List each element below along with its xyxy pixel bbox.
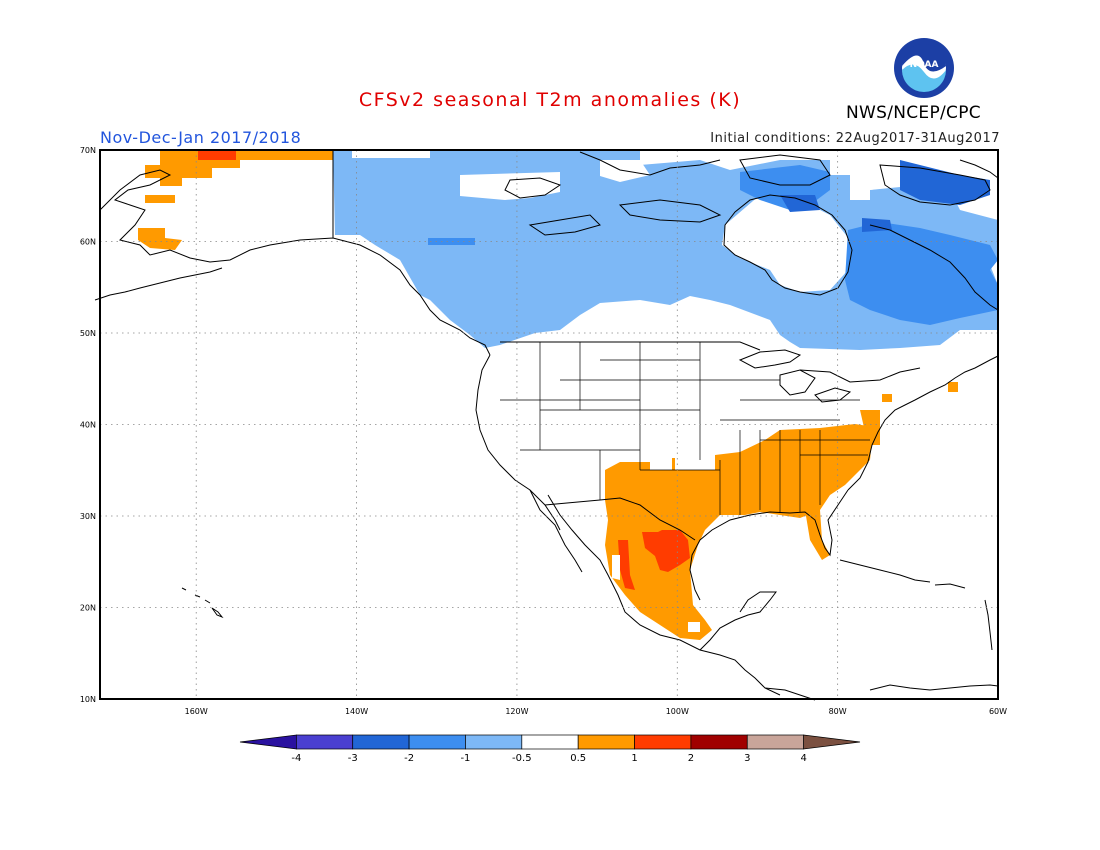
- quebec-cool-patch: [862, 218, 892, 232]
- hispaniola: [934, 583, 966, 589]
- colorbar-swatch: [465, 734, 523, 750]
- colorbar-swatch: [408, 734, 466, 750]
- colorbar: -4 -3 -2 -1 -0.5 0.5 1 2 3 4: [239, 734, 861, 764]
- labrador-coast: [869, 224, 999, 311]
- state-lines: [500, 342, 870, 515]
- colorbar-swatch: [577, 734, 635, 750]
- noaa-logo: NOAA: [894, 38, 954, 98]
- nova-warm: [882, 394, 892, 402]
- alaska-strong-warm: [198, 150, 236, 160]
- texas-strong-warm: [642, 530, 690, 572]
- colorbar-swatch: [296, 734, 354, 750]
- bering-warm: [138, 228, 182, 250]
- anomaly-fills: [138, 150, 998, 640]
- labrador-cool-stronger: [780, 195, 820, 212]
- maine-warm: [948, 382, 958, 392]
- arctic-white-patch: [460, 172, 560, 200]
- greenland-coast: [959, 159, 999, 179]
- us-mexico-border: [544, 497, 696, 541]
- colorbar-swatch: [239, 734, 297, 750]
- colorbar-label: 0.5: [570, 753, 586, 764]
- y-tick-label: 20N: [80, 604, 96, 613]
- agency-label: NWS/NCEP/CPC: [846, 103, 981, 123]
- colorbar-swatch: [690, 734, 748, 750]
- hudson-bay-coast: [723, 194, 853, 296]
- aleutians: [94, 267, 223, 301]
- x-tick-label: 100W: [666, 707, 689, 716]
- colorbar-label: 2: [688, 753, 694, 764]
- greenland-cool-stronger: [900, 160, 990, 205]
- south-us-mexico-warm: [605, 424, 872, 640]
- x-tick-label: 160W: [185, 707, 208, 716]
- colorbar-label: -0.5: [512, 753, 532, 764]
- x-tick-label: 140W: [345, 707, 368, 716]
- y-tick-label: 60N: [80, 238, 96, 247]
- colorbar-label: 4: [800, 753, 806, 764]
- canada-mid-stronger: [428, 238, 475, 245]
- x-tick-label: 120W: [505, 707, 528, 716]
- coastlines: [94, 150, 999, 701]
- us-east-coast: [847, 355, 999, 491]
- baja: [529, 489, 781, 696]
- colorbar-label: -2: [404, 753, 414, 764]
- alaska-warm-region: [145, 150, 333, 186]
- colorbar-swatch: [634, 734, 692, 750]
- y-tick-label: 50N: [80, 329, 96, 338]
- colorbar-label: 3: [744, 753, 750, 764]
- gulf-coast: [689, 489, 849, 601]
- x-tick-label: 80W: [829, 707, 847, 716]
- south-america-coast: [869, 684, 999, 691]
- arctic-islands: [504, 151, 991, 236]
- florida-warm: [805, 510, 830, 560]
- x-tick-labels: 160W 140W 120W 100W 80W 60W: [185, 707, 1008, 716]
- colorbar-swatch: [521, 734, 579, 750]
- great-lakes: [738, 349, 852, 403]
- northeast-warm: [860, 410, 880, 445]
- warm-white-patch: [650, 458, 672, 470]
- cuba: [839, 559, 931, 583]
- hawaii: [181, 587, 224, 619]
- colorbar-swatch: [803, 734, 861, 750]
- logo-text: NOAA: [910, 60, 939, 70]
- warm-white-patch: [688, 622, 700, 632]
- us-west-coast: [475, 354, 561, 531]
- y-tick-label: 30N: [80, 512, 96, 521]
- map-frame: [99, 149, 999, 700]
- warm-white-patch: [612, 555, 620, 580]
- east-canada-cool-stronger: [845, 222, 998, 325]
- y-tick-labels: 10N 20N 30N 40N 50N 60N 70N: [80, 146, 96, 704]
- colorbar-swatch: [746, 734, 804, 750]
- mexico-strong-warm: [618, 540, 635, 590]
- y-tick-label: 70N: [80, 146, 96, 155]
- period-label: Nov-Dec-Jan 2017/2018: [100, 128, 302, 147]
- initial-conditions-label: Initial conditions: 22Aug2017-31Aug2017: [710, 131, 1000, 146]
- chart-title: CFSv2 seasonal T2m anomalies (K): [358, 89, 742, 111]
- alaska-coast: [99, 150, 491, 356]
- canada-cool-region: [333, 150, 998, 350]
- y-tick-label: 10N: [80, 695, 96, 704]
- colorbar-label: -4: [291, 753, 301, 764]
- arctic-white-patch: [850, 160, 905, 190]
- aleutian-warm: [145, 195, 175, 203]
- colorbar-swatch: [352, 734, 410, 750]
- colorbar-label: 1: [631, 753, 637, 764]
- colorbar-label: -1: [460, 753, 470, 764]
- y-tick-label: 40N: [80, 421, 96, 430]
- hudson-bay-hole: [722, 195, 850, 292]
- colorbar-label: -3: [348, 753, 358, 764]
- x-tick-label: 60W: [989, 707, 1007, 716]
- central-america: [699, 591, 816, 701]
